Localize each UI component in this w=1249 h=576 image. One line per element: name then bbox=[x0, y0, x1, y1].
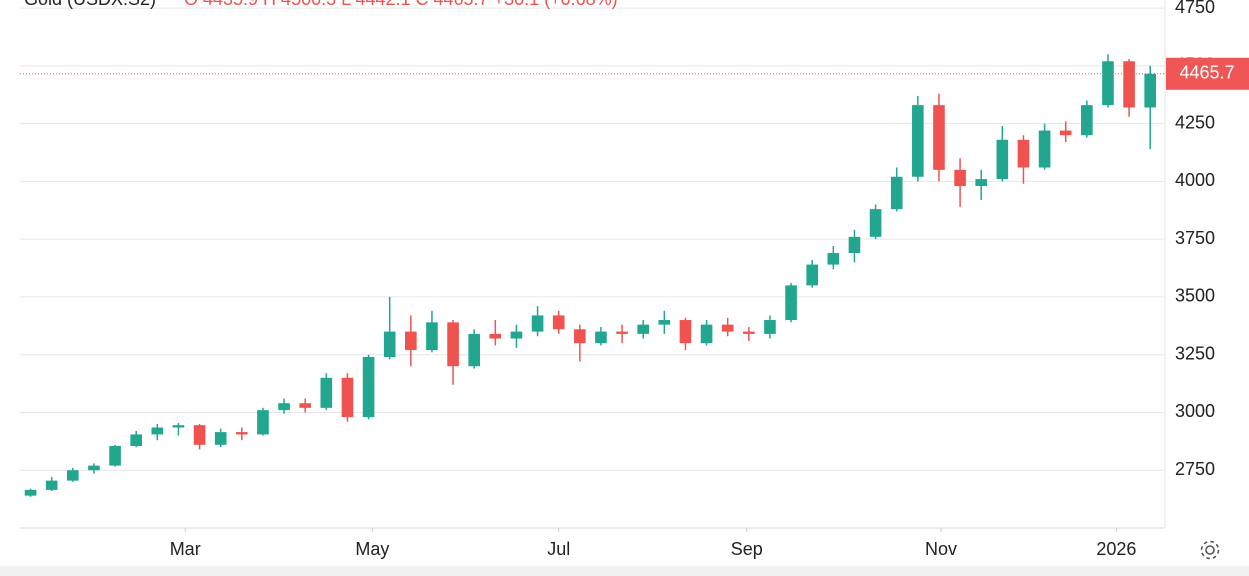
grid bbox=[20, 7, 1165, 471]
last-price-label: 4465.7 bbox=[1179, 63, 1234, 83]
candle-body bbox=[1059, 130, 1072, 136]
y-tick-label: 3750 bbox=[1175, 228, 1215, 248]
y-tick-label: 2750 bbox=[1175, 459, 1215, 479]
candle-body bbox=[109, 445, 121, 466]
candle-body bbox=[489, 333, 502, 339]
candle-body bbox=[1038, 130, 1051, 168]
candle-body bbox=[975, 179, 988, 187]
candle-body bbox=[341, 377, 354, 418]
candle-body bbox=[574, 329, 586, 344]
last-price-box bbox=[1166, 57, 1249, 90]
candle-body bbox=[595, 331, 607, 344]
candle-body bbox=[510, 331, 523, 339]
candle-body bbox=[383, 331, 396, 358]
candle-body bbox=[954, 169, 966, 187]
candle-body bbox=[743, 331, 755, 334]
x-tick-label: May bbox=[355, 539, 389, 559]
candle-body bbox=[996, 139, 1009, 180]
candle-body bbox=[806, 264, 819, 286]
footer-strip bbox=[0, 566, 1249, 576]
candle-body bbox=[24, 489, 37, 496]
candle-body bbox=[1017, 139, 1030, 168]
candle-body bbox=[658, 320, 671, 325]
candle-body bbox=[785, 285, 797, 321]
candle-body bbox=[531, 315, 544, 332]
candle-body bbox=[362, 357, 375, 418]
candle-body bbox=[426, 322, 438, 351]
candle-body bbox=[320, 377, 333, 408]
x-tick-label: Jul bbox=[547, 539, 570, 559]
y-tick-label: 3250 bbox=[1175, 343, 1215, 363]
candle-body bbox=[45, 480, 58, 490]
candle-body bbox=[1123, 61, 1135, 108]
candle-body bbox=[552, 315, 565, 330]
y-tick-label: 4750 bbox=[1175, 0, 1215, 17]
candle-body bbox=[721, 324, 734, 332]
y-tick-label: 4250 bbox=[1175, 112, 1215, 132]
candle-body bbox=[869, 209, 882, 237]
x-tick-label: Sep bbox=[731, 539, 763, 559]
y-tick-label: 3000 bbox=[1175, 401, 1215, 421]
x-tick-label: 2026 bbox=[1096, 539, 1136, 559]
candle-body bbox=[193, 425, 206, 445]
y-tick-label: 3500 bbox=[1175, 286, 1215, 306]
candle-body bbox=[236, 432, 248, 435]
y-tick-label: 4000 bbox=[1175, 170, 1215, 190]
candle-body bbox=[848, 236, 861, 254]
candle-body bbox=[67, 470, 79, 481]
candle-body bbox=[890, 176, 903, 210]
candle-body bbox=[405, 331, 417, 351]
candle-body bbox=[1102, 61, 1114, 106]
candle-body bbox=[827, 253, 840, 265]
candle-body bbox=[468, 333, 481, 367]
candle-body bbox=[130, 434, 142, 446]
candle-body bbox=[616, 331, 628, 334]
candle-body bbox=[933, 105, 945, 170]
candle-body bbox=[1081, 105, 1093, 136]
header-values: O 4435.9 H 4500.3 L 4442.1 C 4465.7 +30.… bbox=[184, 0, 618, 9]
candle-body bbox=[278, 403, 290, 411]
settings-icon[interactable] bbox=[1200, 540, 1220, 560]
candle-body bbox=[88, 465, 100, 471]
candle-body bbox=[257, 410, 269, 435]
candle-body bbox=[299, 403, 312, 408]
x-tick-label: Mar bbox=[170, 539, 201, 559]
candle-body bbox=[637, 324, 650, 334]
candle-body bbox=[764, 320, 776, 334]
candle-body bbox=[700, 324, 713, 344]
candle-body bbox=[912, 105, 924, 177]
chart-title: Gold (USDX:S2) bbox=[24, 0, 156, 9]
x-tick-label: Nov bbox=[925, 539, 957, 559]
candle-body bbox=[1144, 73, 1157, 108]
candle-body bbox=[172, 425, 185, 428]
candle-body bbox=[214, 432, 227, 445]
candle-body bbox=[151, 427, 164, 435]
candle-body bbox=[447, 322, 459, 367]
candle-body bbox=[679, 320, 692, 344]
